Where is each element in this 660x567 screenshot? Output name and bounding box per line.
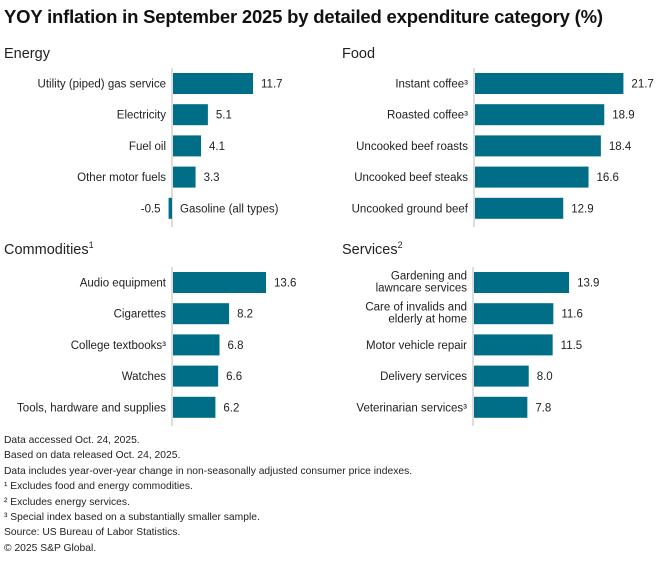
panel-title-text: Commodities: [4, 242, 89, 258]
value-label: 13.9: [577, 278, 599, 290]
bar: [475, 135, 601, 157]
category-label: Delivery services: [380, 371, 467, 383]
footer-notes: Data accessed Oct. 24, 2025. Based on da…: [4, 433, 412, 556]
category-label: Electricity: [117, 110, 166, 122]
value-label: 18.9: [612, 110, 634, 122]
bar: [474, 396, 528, 418]
panel-title-footnote: 1: [88, 240, 94, 250]
category-label: Uncooked ground beef: [352, 203, 469, 215]
value-label: 13.6: [274, 278, 296, 290]
value-label: 21.7: [631, 79, 653, 91]
footer-line: Data includes year-over-year change in n…: [4, 465, 413, 477]
bar: [173, 303, 230, 325]
category-label: Tools, hardware and supplies: [17, 402, 166, 414]
bar: [475, 166, 589, 188]
category-label: Utility (piped) gas service: [38, 79, 166, 91]
value-label: 11.6: [561, 309, 583, 321]
bar: [475, 197, 564, 219]
bar: [173, 272, 267, 293]
category-label: Uncooked beef roasts: [356, 141, 468, 153]
footer-line: Data accessed Oct. 24, 2025.: [4, 435, 140, 446]
value-label: -0.5: [141, 203, 161, 215]
bar: [173, 104, 208, 126]
panel-title-footnote: 2: [397, 240, 403, 250]
bar: [173, 396, 216, 418]
category-label-line: Gardening and: [391, 271, 467, 283]
category-label-line: elderly at home: [388, 314, 467, 326]
chart-title: YOY inflation in September 2025 by detai…: [4, 6, 603, 27]
category-label: Watches: [122, 371, 167, 383]
bar: [475, 73, 624, 94]
footer-line: ³ Special index based on a substantially…: [4, 512, 260, 524]
bar: [173, 166, 196, 188]
value-label: 6.2: [223, 402, 239, 414]
panel-title-services: Services2: [342, 240, 403, 258]
bar: [173, 365, 219, 387]
category-label: College textbooks³: [71, 340, 166, 352]
bar: [173, 334, 220, 356]
category-label: Gasoline (all types): [180, 203, 279, 215]
value-label: 7.8: [535, 402, 551, 414]
category-label: Motor vehicle repair: [366, 340, 467, 352]
bar: [474, 334, 553, 356]
panel-title-commodities: Commodities1: [4, 240, 94, 258]
value-label: 16.6: [597, 172, 619, 184]
footer-line: © 2025 S&P Global.: [4, 542, 97, 554]
value-label: 3.3: [204, 172, 220, 184]
category-label-line: Care of invalids and: [365, 302, 467, 314]
bar: [474, 365, 529, 387]
category-label: Audio equipment: [80, 278, 167, 290]
value-label: 8.0: [537, 371, 553, 383]
bar: [173, 135, 202, 157]
panel-title-text: Services: [342, 242, 398, 258]
category-label: Care of invalids and elderly at home: [365, 302, 467, 326]
category-label: Cigarettes: [114, 309, 167, 321]
category-label-line: lawncare services: [376, 283, 468, 295]
bar: [475, 104, 605, 126]
panel-title-energy: Energy: [4, 44, 50, 62]
value-label: 11.7: [261, 79, 283, 91]
value-label: 11.5: [561, 340, 583, 352]
value-label: 4.1: [209, 141, 225, 153]
bar: [474, 303, 554, 325]
panel-title-text: Food: [342, 46, 376, 62]
panel-title-text: Energy: [4, 46, 50, 62]
category-label: Veterinarian services³: [356, 402, 467, 414]
category-label: Uncooked beef steaks: [354, 172, 468, 184]
value-label: 18.4: [609, 141, 632, 153]
footer-line: ¹ Excludes food and energy commodities.: [4, 481, 193, 493]
category-label: Other motor fuels: [77, 172, 166, 184]
value-label: 6.8: [228, 340, 244, 352]
value-label: 8.2: [237, 309, 253, 321]
bar: [168, 197, 172, 219]
category-label: Instant coffee³: [395, 79, 468, 91]
bar: [474, 272, 570, 293]
value-label: 12.9: [571, 203, 593, 215]
footer-line: Based on data released Oct. 24, 2025.: [4, 450, 181, 462]
category-label: Roasted coffee³: [387, 110, 468, 122]
panel-title-food: Food: [342, 44, 375, 62]
footer-line: ² Excludes energy services.: [4, 496, 130, 508]
category-label: Fuel oil: [129, 141, 166, 153]
value-label: 6.6: [226, 371, 242, 383]
value-label: 5.1: [216, 110, 232, 122]
category-label: Gardening and lawncare services: [376, 271, 468, 295]
footer-line: Source: US Bureau of Labor Statistics.: [4, 527, 181, 539]
bar: [173, 73, 254, 94]
